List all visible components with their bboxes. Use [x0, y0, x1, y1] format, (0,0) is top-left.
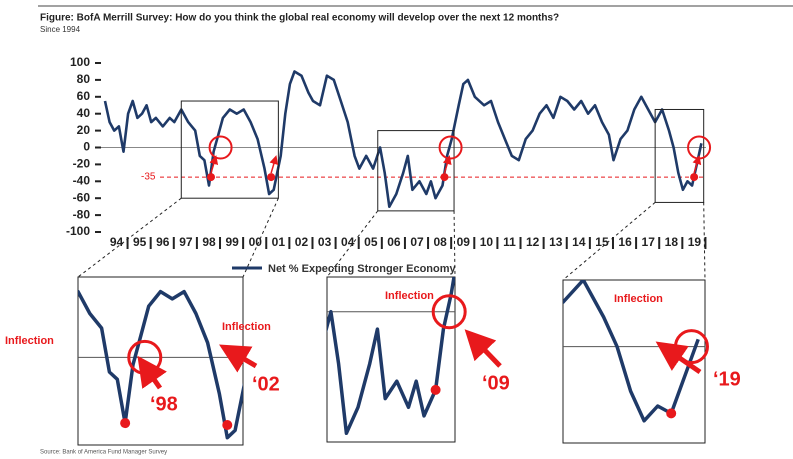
zoom-connector	[242, 197, 279, 278]
x-tick-label: 95	[133, 235, 147, 249]
inflection-label: Inflection	[5, 335, 54, 347]
series-line	[103, 70, 703, 208]
inset-line	[327, 277, 455, 436]
x-tick-label: 07	[410, 235, 424, 249]
low-arrow	[269, 155, 279, 174]
x-tick-label: 06	[387, 235, 401, 249]
x-tick-label: 17	[642, 235, 656, 249]
zoom-connector	[562, 202, 656, 281]
zoom-box	[180, 100, 279, 199]
low-dot	[267, 173, 276, 182]
inset-low-dot	[430, 384, 441, 395]
x-tick-label: 10	[480, 235, 494, 249]
inset-arrow	[219, 344, 258, 373]
y-tick-label: -80	[73, 207, 91, 221]
zoom-box	[654, 108, 705, 203]
y-tick-label: 100	[70, 55, 90, 69]
source: Source: Bank of America Fund Manager Sur…	[40, 450, 167, 456]
chart-subtitle: Since 1994	[40, 25, 81, 34]
x-tick-label: 09	[457, 235, 471, 249]
low-dot	[690, 173, 699, 182]
x-tick-label: 18	[665, 235, 679, 249]
y-tick-label: 60	[77, 89, 91, 103]
x-tick-label: 08	[433, 235, 447, 249]
y-tick-label: 40	[77, 106, 91, 120]
x-tick-label: 04	[341, 235, 355, 249]
y-tick-label: 80	[77, 72, 91, 86]
y-tick-label: -40	[73, 173, 91, 187]
x-tick-label: 16	[618, 235, 632, 249]
legend-label: Net % Expecting Stronger Economy	[268, 263, 457, 275]
inflection-circle	[208, 135, 233, 160]
x-tick-label: 19	[688, 235, 702, 249]
x-tick-label: 13	[549, 235, 563, 249]
year-label: ‘09	[482, 372, 510, 394]
y-tick-label: 20	[77, 123, 91, 137]
zoom-connector	[703, 202, 706, 281]
zoom-box	[377, 130, 455, 212]
x-tick-label: 98	[202, 235, 216, 249]
inset-low-dot	[120, 418, 131, 429]
x-tick-label: 94	[110, 235, 124, 249]
low-arrow	[209, 155, 219, 174]
reference-label: -35	[141, 172, 156, 183]
inflection-label: Inflection	[385, 290, 434, 302]
zoom-connector	[453, 210, 456, 278]
y-tick-label: -60	[73, 190, 91, 204]
low-arrow	[442, 155, 452, 174]
inset-inflection-circle	[431, 294, 467, 330]
x-tick-label: 01	[272, 235, 286, 249]
inset-line	[78, 289, 243, 440]
y-tick-label: 0	[83, 140, 90, 154]
x-tick-label: 97	[179, 235, 193, 249]
inset-frame	[77, 276, 244, 446]
inset-low-dot	[666, 408, 677, 419]
inset-arrow	[464, 329, 502, 368]
x-tick-label: 05	[364, 235, 378, 249]
x-tick-label: 03	[318, 235, 332, 249]
x-tick-label: 15	[595, 235, 609, 249]
x-tick-label: 14	[572, 235, 586, 249]
x-tick-label: 11	[503, 235, 516, 249]
inset-arrow	[137, 355, 167, 390]
year-label: ‘98	[150, 393, 178, 415]
year-label: ‘02	[252, 373, 280, 395]
low-arrow	[692, 155, 702, 174]
x-tick-label: 99	[225, 235, 239, 249]
chart-title: Figure: BofA Merrill Survey: How do you …	[40, 13, 559, 24]
x-tick-label: 12	[526, 235, 540, 249]
x-tick-label: 02	[295, 235, 309, 249]
low-dot	[207, 173, 216, 182]
zoom-connector	[326, 210, 379, 278]
inflection-label: Inflection	[222, 321, 271, 333]
zoom-connector	[77, 197, 182, 278]
inset-low-dot	[222, 420, 233, 430]
y-tick-label: -20	[73, 157, 91, 171]
low-dot	[440, 173, 449, 182]
year-label: ‘19	[713, 368, 741, 390]
x-tick-label: 00	[249, 235, 263, 249]
inflection-label: Inflection	[614, 293, 663, 305]
x-tick-label: 96	[156, 235, 170, 249]
inset-arrow	[655, 341, 702, 375]
y-tick-label: -100	[66, 224, 90, 238]
